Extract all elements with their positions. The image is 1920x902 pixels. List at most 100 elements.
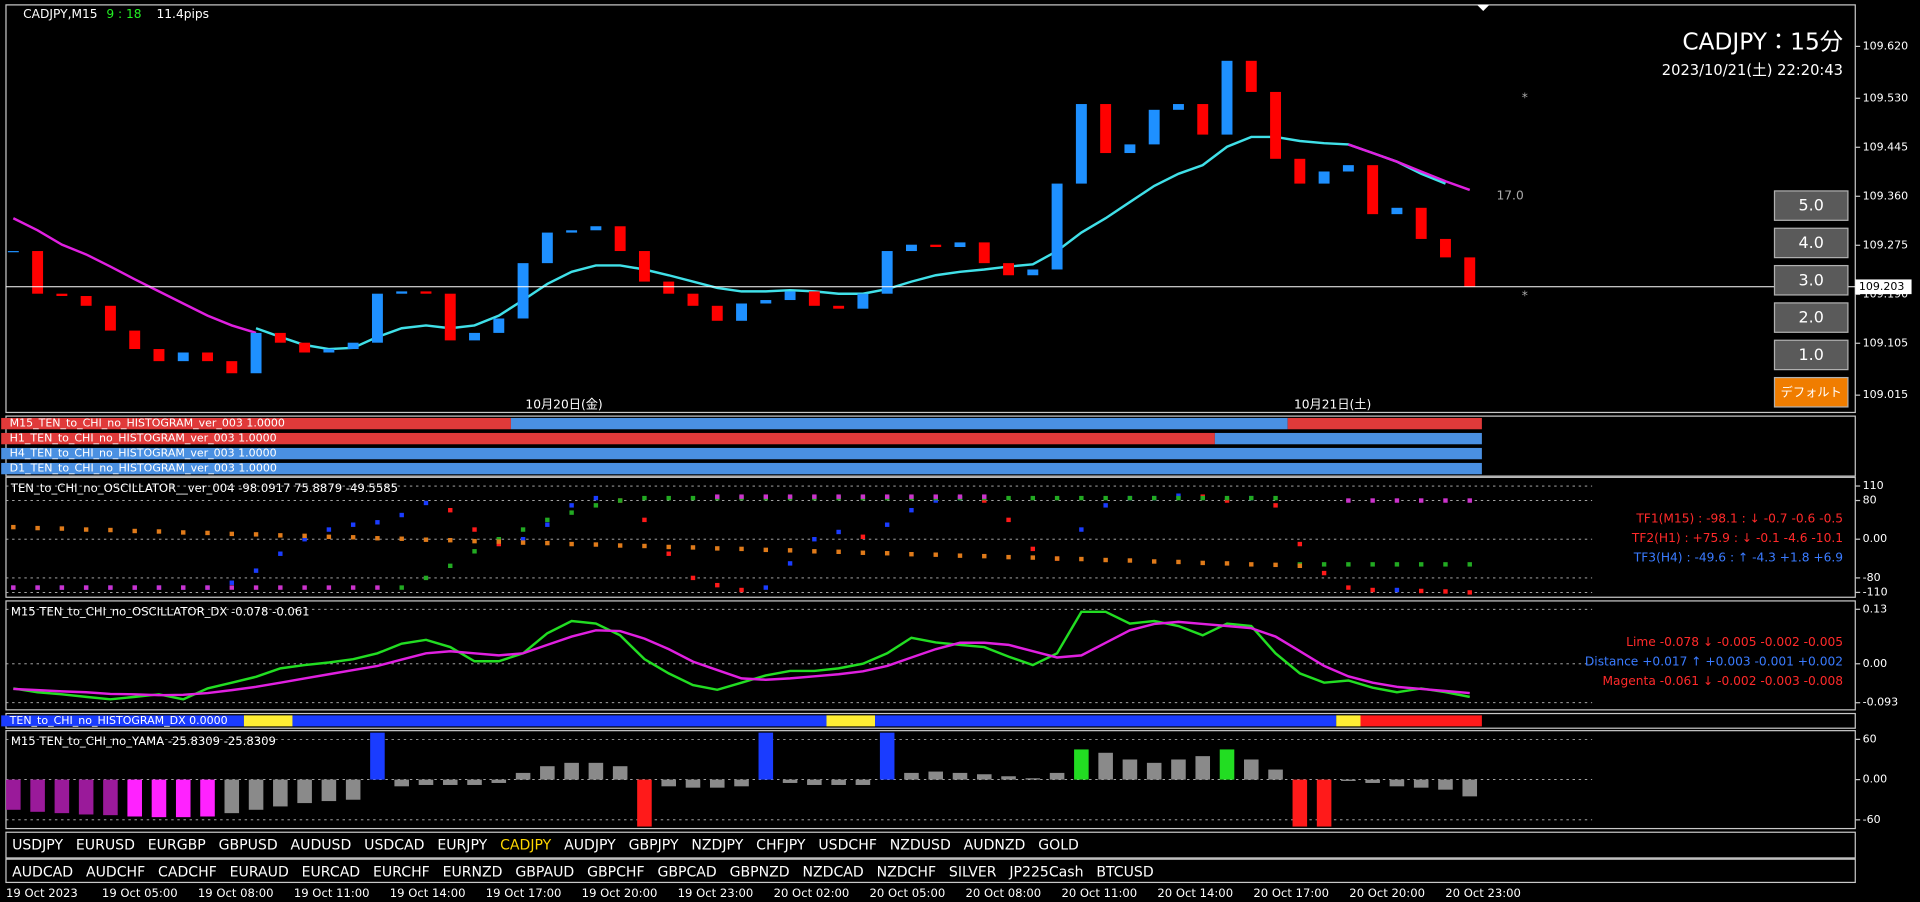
symbol-tab[interactable]: GBPJPY [629, 838, 679, 854]
yama-bar [879, 732, 895, 780]
osc-dot [1394, 498, 1400, 503]
symbol-tab[interactable]: EURCAD [302, 865, 361, 881]
scale-button-label[interactable]: 1.0 [1799, 345, 1824, 364]
readout: TF3(H4) : -49.6 : ↑ -4.3 +1.8 +6.9 [1633, 551, 1843, 565]
scale-button[interactable] [1773, 302, 1849, 333]
osc-dot [205, 585, 210, 590]
osc-dot [156, 529, 162, 534]
scale-button-label[interactable]: デフォルト [1781, 384, 1842, 399]
osc-dot [1176, 493, 1181, 498]
osc-dot [909, 552, 914, 557]
symbol-tab[interactable]: EURGBP [148, 838, 206, 854]
symbol-tab[interactable]: AUDJPY [564, 838, 616, 854]
symbol-tab[interactable]: EURNZD [443, 865, 503, 881]
scale-button-label[interactable]: 2.0 [1799, 308, 1824, 327]
symbol-tab[interactable]: JP225Cash [1008, 865, 1083, 881]
symbol-tab[interactable]: EURAUD [230, 865, 289, 881]
osc-dot [302, 533, 307, 539]
osc-dot [933, 498, 938, 503]
osc-dot [715, 494, 720, 499]
yama-bar [1292, 779, 1308, 827]
osc-dot [350, 535, 356, 540]
symbol-tab[interactable]: AUDCAD [12, 865, 73, 881]
symbol-tab[interactable]: USDCHF [818, 838, 877, 854]
osc-dot [690, 575, 696, 581]
scale-button[interactable] [1773, 264, 1849, 296]
symbol-tab[interactable]: AUDNZD [964, 838, 1026, 854]
yama-bar [928, 771, 944, 780]
dx-line [13, 620, 1470, 697]
osc-dot [690, 545, 696, 550]
symbol-tab[interactable]: GBPCAD [657, 865, 716, 881]
candle [56, 293, 68, 297]
osc-dot [448, 537, 453, 543]
scale-button-label[interactable]: 3.0 [1799, 270, 1824, 289]
osc-dot [1103, 503, 1108, 508]
symbol-tab[interactable]: CHFJPY [756, 838, 806, 854]
header-symbol: CADJPY,M15 [23, 7, 97, 21]
osc-dot [496, 537, 502, 542]
candle [1100, 104, 1112, 154]
symbol-tab[interactable]: GBPNZD [730, 865, 790, 881]
osc-dot [1054, 556, 1060, 561]
symbol-tab[interactable]: USDJPY [12, 838, 63, 854]
yama-bar [370, 732, 385, 780]
marker: * [1522, 90, 1528, 104]
symbol-tab[interactable]: BTCUSD [1096, 865, 1153, 881]
osc-dot [399, 536, 404, 541]
scale-button-label[interactable]: 4.0 [1799, 233, 1824, 252]
frame [5, 831, 1856, 859]
candle [1173, 104, 1184, 110]
state-run [1214, 432, 1482, 445]
symbol-tab[interactable]: SILVER [949, 865, 997, 881]
state-run [875, 715, 1337, 727]
symbol-tab[interactable]: GOLD [1038, 838, 1079, 854]
osc-dot [399, 512, 404, 518]
symbol-tab[interactable]: GBPUSD [219, 838, 278, 854]
scale-button[interactable] [1773, 190, 1849, 221]
symbol-tab[interactable]: CADJPY [500, 838, 552, 854]
symbol-tab[interactable]: EURUSD [76, 838, 135, 854]
yama-bar [855, 779, 871, 785]
osc-dot [1394, 587, 1400, 593]
osc-dot [1200, 560, 1205, 566]
yama-bar [224, 779, 240, 814]
symbol-tab[interactable]: GBPAUD [515, 865, 574, 881]
symbol-tab[interactable]: AUDUSD [291, 838, 352, 854]
osc-dot [1467, 498, 1472, 503]
scale-button[interactable] [1773, 227, 1849, 259]
time-label: 19 Oct 11:00 [294, 886, 370, 900]
osc-dot [836, 494, 841, 499]
symbol-tab[interactable]: CADCHF [158, 865, 217, 881]
osc-dot [253, 585, 259, 590]
symbol-tab[interactable]: NZDCAD [802, 865, 863, 881]
symbol-tab[interactable]: USDCAD [364, 838, 424, 854]
scale-button-label[interactable]: 5.0 [1799, 196, 1824, 215]
candle [1197, 104, 1209, 135]
scale-button[interactable] [1773, 339, 1849, 371]
symbol-tab[interactable]: AUDCHF [86, 865, 145, 881]
symbol-tab[interactable]: GBPCHF [587, 865, 645, 881]
osc-dot [423, 500, 429, 506]
symbol-tab[interactable]: NZDJPY [691, 838, 743, 854]
yama-bar [1316, 779, 1332, 827]
osc-dot [472, 527, 477, 532]
symbol-tab[interactable]: NZDCHF [877, 865, 936, 881]
time-label: 19 Oct 23:00 [678, 886, 754, 900]
candle [226, 361, 238, 374]
symbol-tab[interactable]: EURCHF [373, 865, 430, 881]
osc-dot [666, 551, 671, 556]
state-run [826, 715, 876, 727]
osc-dot [1443, 562, 1448, 567]
symbol-tab[interactable]: EURJPY [437, 838, 487, 854]
yama-bar [151, 779, 167, 818]
symbol-tab[interactable]: NZDUSD [890, 838, 951, 854]
candle [7, 251, 19, 253]
osc-dot [860, 550, 866, 555]
candle [1148, 109, 1160, 145]
candle [323, 349, 335, 353]
state-run [292, 715, 827, 727]
osc-dot [350, 585, 356, 590]
scale-button[interactable] [1773, 376, 1849, 408]
date-label: 10月21日(土) [1294, 398, 1371, 412]
